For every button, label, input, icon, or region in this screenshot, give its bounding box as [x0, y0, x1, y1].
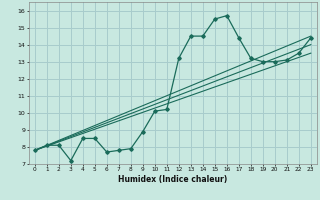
- X-axis label: Humidex (Indice chaleur): Humidex (Indice chaleur): [118, 175, 228, 184]
